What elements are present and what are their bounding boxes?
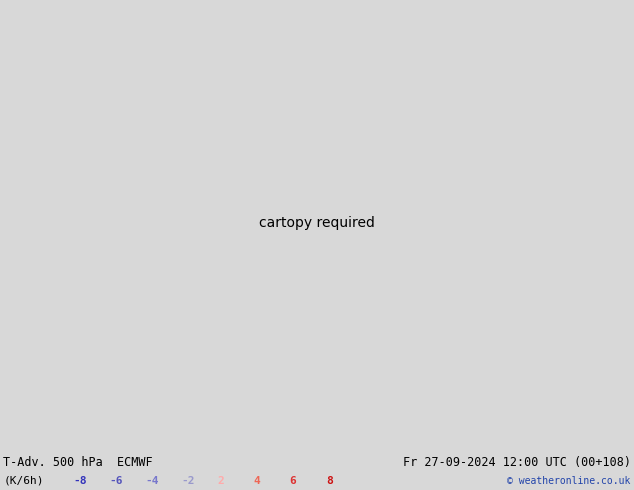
Text: 4: 4 [254,476,261,486]
Text: 8: 8 [326,476,333,486]
Text: T-Adv. 500 hPa  ECMWF: T-Adv. 500 hPa ECMWF [3,456,153,468]
Text: © weatheronline.co.uk: © weatheronline.co.uk [507,476,631,486]
Text: -8: -8 [73,476,86,486]
Text: Fr 27-09-2024 12:00 UTC (00+108): Fr 27-09-2024 12:00 UTC (00+108) [403,456,631,468]
Text: cartopy required: cartopy required [259,217,375,230]
Text: -2: -2 [181,476,195,486]
Text: -6: -6 [109,476,122,486]
Text: (K/6h): (K/6h) [3,476,44,486]
Text: -4: -4 [145,476,158,486]
Text: 6: 6 [290,476,297,486]
Text: 2: 2 [217,476,224,486]
